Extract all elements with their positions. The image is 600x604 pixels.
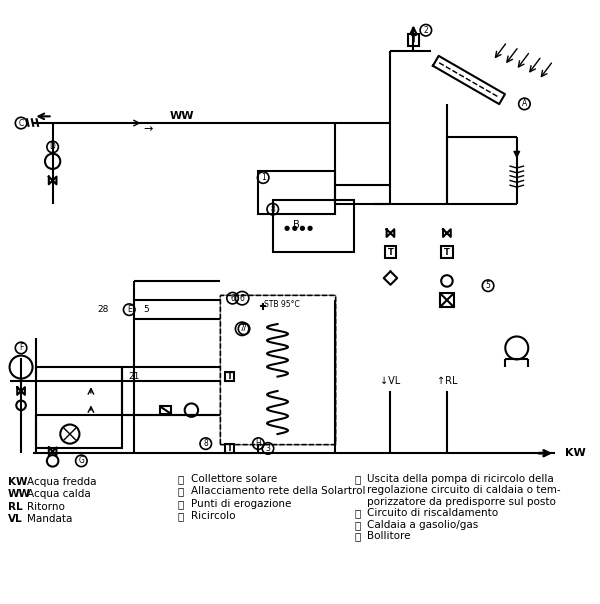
Text: 3: 3 xyxy=(266,444,271,453)
Text: T: T xyxy=(388,248,394,257)
Text: D: D xyxy=(50,143,56,152)
Text: F: F xyxy=(19,344,23,353)
Bar xyxy=(440,294,454,307)
Text: T: T xyxy=(227,444,233,453)
Text: E: E xyxy=(127,305,131,314)
Text: Acqua calda: Acqua calda xyxy=(27,489,91,500)
Text: Ⓗ: Ⓗ xyxy=(354,532,361,541)
Text: C: C xyxy=(19,118,23,127)
Text: A: A xyxy=(522,100,527,108)
Text: 21: 21 xyxy=(128,372,140,381)
Text: Punti di erogazione: Punti di erogazione xyxy=(191,499,292,509)
Text: T: T xyxy=(444,248,450,257)
Bar xyxy=(220,295,335,443)
Text: Ⓑ: Ⓑ xyxy=(177,486,183,496)
Text: Acqua fredda: Acqua fredda xyxy=(27,477,96,487)
Text: KW: KW xyxy=(565,448,586,458)
Text: Mandata: Mandata xyxy=(27,514,72,524)
Text: T: T xyxy=(410,35,416,44)
Bar xyxy=(220,295,335,443)
Text: RL: RL xyxy=(8,502,22,512)
Bar xyxy=(441,246,452,258)
Bar xyxy=(220,295,335,443)
Bar xyxy=(273,199,354,252)
Circle shape xyxy=(301,226,304,230)
Text: Ⓒ: Ⓒ xyxy=(177,499,183,509)
Text: Ⓖ: Ⓖ xyxy=(354,520,361,530)
Text: Ricircolo: Ricircolo xyxy=(191,511,236,521)
Circle shape xyxy=(285,226,289,230)
Text: 7: 7 xyxy=(242,324,247,333)
Text: Caldaia a gasolio/gas: Caldaia a gasolio/gas xyxy=(367,520,479,530)
Bar xyxy=(385,246,396,258)
Circle shape xyxy=(308,226,312,230)
Text: B: B xyxy=(293,220,300,231)
Text: 8: 8 xyxy=(203,439,208,448)
Bar xyxy=(407,34,419,45)
Bar xyxy=(225,372,235,382)
Text: 8: 8 xyxy=(271,205,275,214)
Text: ↓VL: ↓VL xyxy=(380,376,401,387)
Bar xyxy=(225,443,235,453)
Text: G: G xyxy=(79,457,84,465)
Text: 2: 2 xyxy=(424,26,428,34)
Circle shape xyxy=(293,226,296,230)
Text: 5: 5 xyxy=(485,281,491,291)
Text: Uscita della pompa di ricircolo della: Uscita della pompa di ricircolo della xyxy=(367,474,554,484)
Bar xyxy=(259,171,335,214)
Text: Circuito di riscaldamento: Circuito di riscaldamento xyxy=(367,509,499,518)
Text: regolazione circuito di caldaia o tem-: regolazione circuito di caldaia o tem- xyxy=(367,486,561,495)
Text: 6: 6 xyxy=(230,294,235,303)
Bar xyxy=(37,367,122,448)
Text: Ⓕ: Ⓕ xyxy=(354,509,361,518)
Text: Ⓐ: Ⓐ xyxy=(177,474,183,484)
Text: porizzatore da predisporre sul posto: porizzatore da predisporre sul posto xyxy=(367,497,556,507)
Text: 7: 7 xyxy=(239,324,245,333)
Text: 28: 28 xyxy=(98,305,109,314)
Text: T: T xyxy=(227,372,233,381)
Text: 1: 1 xyxy=(261,173,266,182)
Text: KW: KW xyxy=(8,477,27,487)
Text: →: → xyxy=(143,124,153,133)
Text: ↑RL: ↑RL xyxy=(437,376,457,387)
Text: 6: 6 xyxy=(239,294,245,303)
Text: STB 95°C: STB 95°C xyxy=(265,300,300,309)
Text: Ⓔ: Ⓔ xyxy=(354,474,361,484)
Text: 5: 5 xyxy=(143,305,149,314)
Text: H: H xyxy=(256,439,261,448)
Text: WW: WW xyxy=(170,111,194,121)
Text: Collettore solare: Collettore solare xyxy=(191,474,278,484)
Text: VL: VL xyxy=(8,514,22,524)
Text: WW: WW xyxy=(8,489,31,500)
Text: Bollitore: Bollitore xyxy=(367,532,411,541)
Text: Ritorno: Ritorno xyxy=(27,502,65,512)
Text: Allacciamento rete della Solartrol: Allacciamento rete della Solartrol xyxy=(191,486,366,496)
Text: Ⓓ: Ⓓ xyxy=(177,511,183,521)
Bar xyxy=(160,406,172,414)
